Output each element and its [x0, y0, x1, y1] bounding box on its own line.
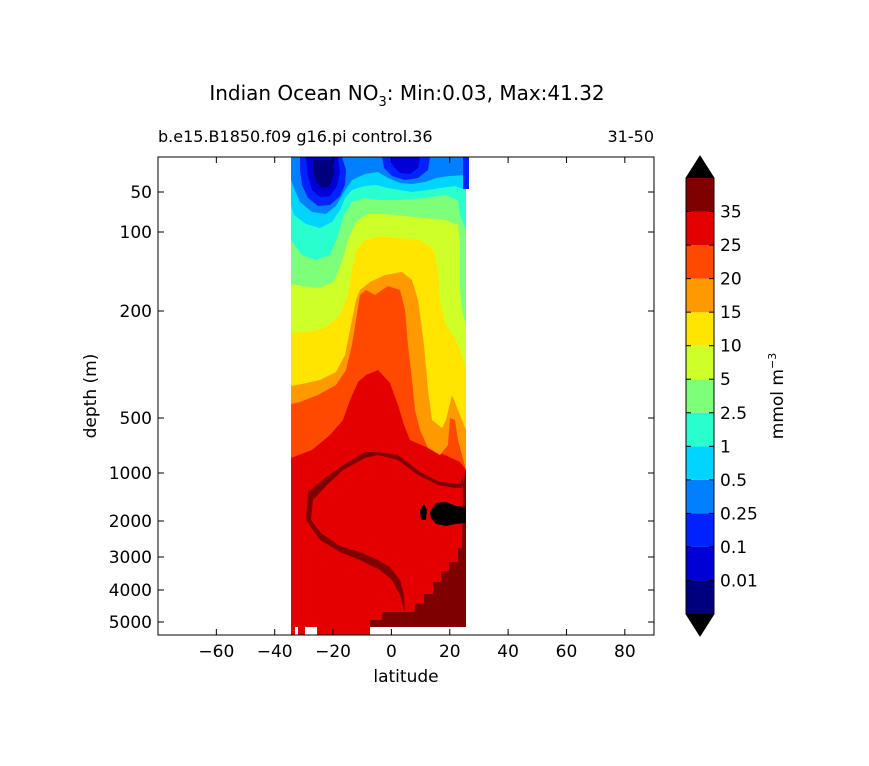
colorbar-tick-label: 0.01: [720, 571, 758, 591]
colorbar-outline: [685, 155, 715, 637]
x-tick-label: 20: [439, 642, 461, 662]
colorbar-tick-label: 0.1: [720, 538, 747, 558]
colorbar-tick-label: 2.5: [720, 404, 747, 424]
colorbar-tick-label: 1: [720, 437, 731, 457]
subtitle-right: 31-50: [608, 127, 655, 146]
y-tick-label: 50: [130, 183, 152, 203]
x-axis-label: latitude: [373, 667, 438, 687]
colorbar-extend-min: [686, 614, 714, 636]
bottom-gap-1: [305, 627, 317, 635]
bottom-red-3: [317, 627, 370, 635]
colorbar-tick-label: 0.5: [720, 471, 747, 491]
colorbar-extend-max: [686, 156, 714, 178]
bottom-red-1: [291, 627, 295, 635]
colorbar-swatch: [686, 546, 714, 581]
x-tick-label: −40: [257, 642, 293, 662]
y-tick-label: 500: [120, 409, 152, 429]
colorbar-swatch: [686, 379, 714, 413]
y-tick-label: 1000: [109, 464, 152, 484]
colorbar-swatch: [686, 345, 714, 380]
colorbar-swatch: [686, 278, 714, 313]
contour-over-max: [420, 502, 466, 526]
x-tick-label: −20: [315, 642, 351, 662]
bottom-gap-2: [295, 627, 298, 635]
colorbar-swatch: [686, 446, 714, 480]
x-axis: −60 −40 −20 0 20 40 60 80: [198, 157, 636, 662]
colorbar-tick-label: 25: [720, 236, 742, 256]
y-tick-label: 200: [120, 302, 152, 322]
y-tick-label: 3000: [109, 548, 152, 568]
x-tick-label: 0: [386, 642, 397, 662]
contour-field: [291, 157, 469, 635]
subtitle-left: b.e15.B1850.f09 g16.pi control.36: [158, 127, 433, 146]
x-tick-label: −60: [198, 642, 234, 662]
colorbar-tick-label: 35: [720, 203, 742, 223]
colorbar-swatch: [686, 178, 714, 212]
x-tick-label: 60: [556, 642, 578, 662]
chart-title: Indian Ocean NO3: Min:0.03, Max:41.32: [209, 81, 604, 110]
x-tick-label: 40: [497, 642, 519, 662]
colorbar-swatch: [686, 479, 714, 514]
y-tick-label: 4000: [109, 581, 152, 601]
colorbar: 0.01 0.1 0.25 0.5 1 2.5 5 10 15 20 25 35: [685, 155, 758, 637]
y-tick-label: 5000: [109, 613, 152, 633]
colorbar-swatch: [686, 245, 714, 279]
colorbar-label: mmol m−3: [766, 353, 788, 439]
colorbar-swatch: [686, 580, 714, 614]
bottom-red-2: [298, 627, 305, 635]
colorbar-swatch: [686, 312, 714, 346]
y-axis-label: depth (m): [81, 354, 101, 439]
y-axis: 50 100 200 500 1000 2000 3000 4000 5000: [109, 183, 654, 633]
contour-band-0.01: [306, 157, 420, 197]
plot-frame: [157, 156, 655, 636]
y-tick-label: 2000: [109, 512, 152, 532]
colorbar-tick-label: 0.25: [720, 504, 758, 524]
colorbar-swatch: [686, 412, 714, 447]
x-tick-label: 80: [614, 642, 636, 662]
colorbar-swatch: [686, 513, 714, 547]
colorbar-swatch: [686, 211, 714, 246]
colorbar-tick-label: 20: [720, 270, 742, 290]
contour-right-edge-strip: [463, 157, 469, 189]
colorbar-tick-label: 10: [720, 337, 742, 357]
y-tick-label: 100: [120, 223, 152, 243]
contour-band-min: [313, 160, 334, 188]
colorbar-tick-label: 15: [720, 303, 742, 323]
colorbar-tick-label: 5: [720, 370, 731, 390]
